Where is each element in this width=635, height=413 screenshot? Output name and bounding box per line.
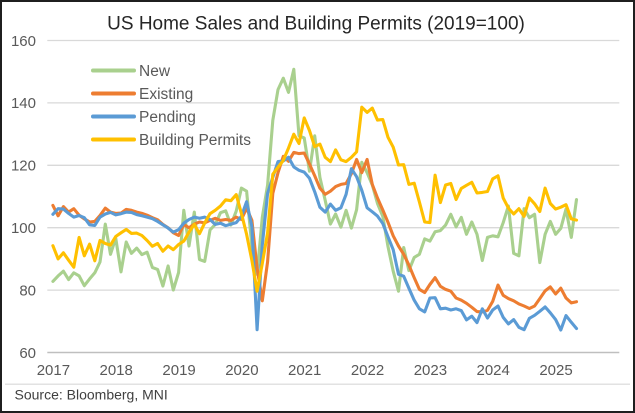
svg-text:2018: 2018 (100, 362, 133, 379)
svg-text:2019: 2019 (162, 362, 195, 379)
svg-text:2021: 2021 (288, 362, 321, 379)
svg-text:2017: 2017 (37, 362, 70, 379)
svg-text:80: 80 (19, 282, 36, 299)
svg-text:2020: 2020 (225, 362, 258, 379)
svg-text:US Home Sales and Building Per: US Home Sales and Building Permits (2019… (107, 14, 525, 35)
svg-text:Building Permits: Building Permits (139, 132, 251, 149)
svg-text:2024: 2024 (477, 362, 510, 379)
svg-text:Source: Bloomberg, MNI: Source: Bloomberg, MNI (15, 387, 168, 403)
svg-text:2023: 2023 (414, 362, 447, 379)
svg-text:120: 120 (11, 158, 36, 175)
svg-text:60: 60 (19, 345, 36, 362)
svg-text:2022: 2022 (351, 362, 384, 379)
svg-text:160: 160 (11, 33, 36, 50)
svg-text:New: New (139, 63, 171, 80)
svg-text:2025: 2025 (539, 362, 572, 379)
svg-text:140: 140 (11, 95, 36, 112)
svg-text:Existing: Existing (139, 86, 193, 103)
svg-text:100: 100 (11, 220, 36, 237)
svg-text:Pending: Pending (139, 109, 196, 126)
